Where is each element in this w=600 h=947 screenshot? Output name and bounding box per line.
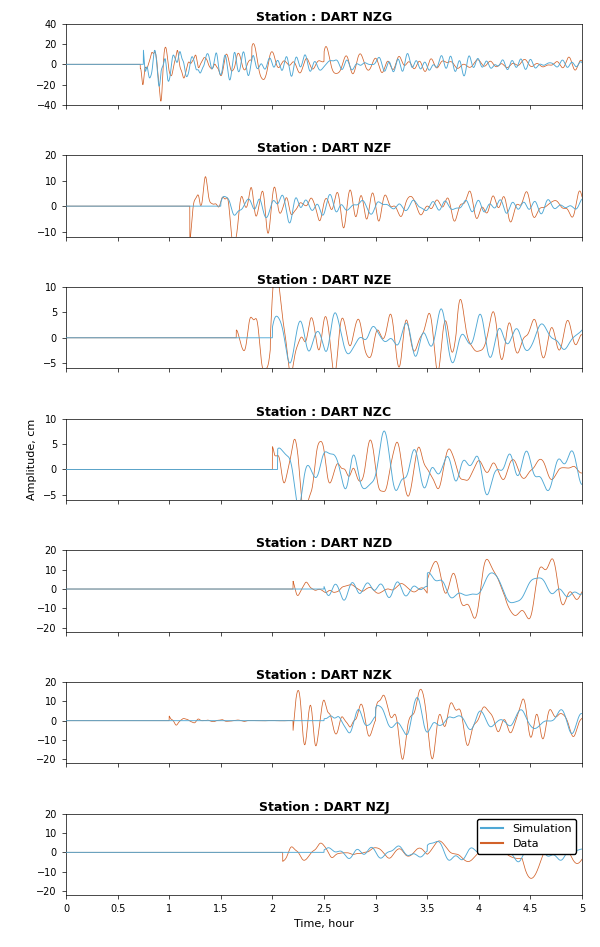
Title: Station : DART NZF: Station : DART NZF — [257, 142, 391, 155]
Legend: Simulation, Data: Simulation, Data — [477, 819, 577, 853]
Title: Station : DART NZG: Station : DART NZG — [256, 10, 392, 24]
Title: Station : DART NZD: Station : DART NZD — [256, 537, 392, 550]
Y-axis label: Amplitude, cm: Amplitude, cm — [27, 419, 37, 500]
Title: Station : DART NZC: Station : DART NZC — [256, 405, 392, 419]
Title: Station : DART NZJ: Station : DART NZJ — [259, 800, 389, 813]
Title: Station : DART NZE: Station : DART NZE — [257, 274, 391, 287]
Title: Station : DART NZK: Station : DART NZK — [256, 669, 392, 682]
X-axis label: Time, hour: Time, hour — [294, 920, 354, 930]
